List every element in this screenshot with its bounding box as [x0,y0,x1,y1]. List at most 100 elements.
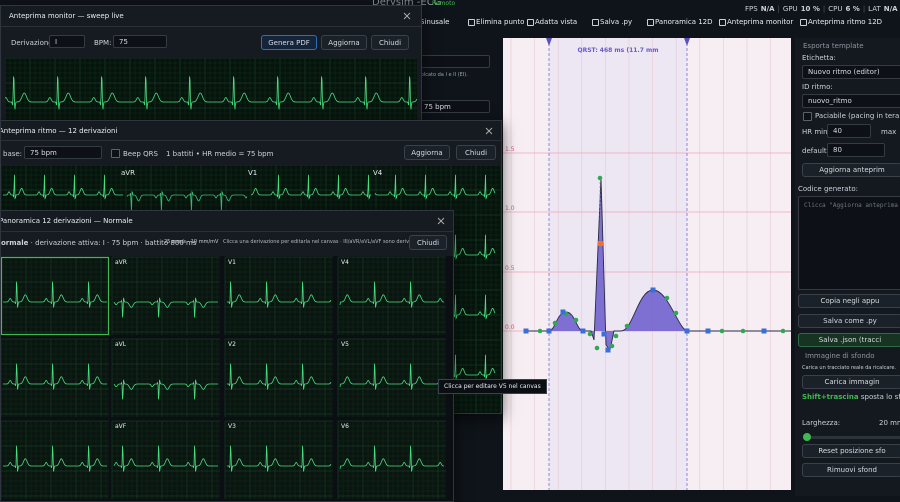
control-point [587,331,593,337]
lead-label: V2 [228,341,236,348]
ecg-trace [5,76,417,110]
ecg-trace [3,174,123,200]
caption: default [802,147,827,155]
ecg-trace [113,297,218,318]
toolbar-button[interactable]: Sinusale [420,18,450,26]
pacing-label: Paciabile (pacing in terapia) [815,112,900,120]
label: Rimuovi sfond [827,466,877,474]
summary: 1 battiti • HR medio = 75 bpm [166,150,274,158]
bpm-input[interactable]: 75 bpm [418,100,490,113]
anchor-point [560,309,566,315]
lead-label: aVL [115,341,127,348]
ecg-trace [113,445,218,472]
export-panel: Esporta template Etichetta: Nuovo ritmo … [795,38,900,496]
hint: Carica un tracciato reale da ricalcare. [802,365,897,371]
copy-button[interactable]: Copia negli appu [798,294,900,308]
lead-label: V1 [248,169,257,177]
hr-min-input[interactable]: 40 [827,124,871,138]
lead-select[interactable]: I [49,35,85,48]
ecg-trace [126,190,248,214]
editor-canvas[interactable]: 1.5 1.0 0.5 0.0 QRST: 468 ms (11.7 mm [503,38,791,490]
default-input[interactable]: 80 [827,143,885,157]
anchor-point [705,328,711,334]
control-point [594,345,600,351]
code-area[interactable]: Clicca "Aggiorna anteprima [798,196,900,290]
close-button[interactable]: Chiudi [456,145,496,160]
toolbar-button[interactable]: Anteprima monitor [727,18,794,26]
ecg-trace [250,174,372,200]
divider [1,231,453,232]
anchor-point [546,328,552,334]
gpu-label: GPU [782,5,798,13]
lead-label: aVF [115,423,127,430]
lat-label: LAT [868,5,881,13]
bpm-value: 75 bpm [424,102,451,111]
update-button[interactable]: Aggiorna [404,145,450,160]
remove-button[interactable]: Rimuovi sfond [802,463,900,477]
checkbox[interactable] [803,112,812,121]
control-point [552,320,558,326]
value: Nuovo ritmo (editor) [808,68,880,76]
y-label: 0.0 [505,324,515,331]
close-button[interactable]: Chiudi [409,235,447,250]
label: Reset posizione sfo [818,447,886,455]
pdf-button[interactable]: Genera PDF [261,35,317,50]
value: I [55,37,58,46]
label: Chiudi [416,238,440,247]
lead-label: V4 [341,259,349,266]
toolbar-icon [468,19,475,26]
y-label: 1.5 [505,146,515,153]
label-input[interactable]: Nuovo ritmo (editor) [802,65,900,79]
gpu: 10 % [800,5,820,13]
app-subtitle: Remoto [432,0,456,7]
lat: N/A [883,5,898,13]
id-input[interactable]: nuovo_ritmo [802,94,900,108]
bpm-input[interactable]: 75 [113,35,167,48]
fps-label: FPS [745,5,758,13]
lead-select[interactable] [418,55,490,68]
reset-button[interactable]: Reset posizione sfo [802,444,900,458]
toolbar-button[interactable]: Elimina punto [476,18,525,26]
anchor-point [650,287,656,293]
update-button[interactable]: Aggiorna anteprim [802,163,900,177]
close-icon[interactable] [403,12,411,20]
close-icon[interactable] [485,127,493,135]
bpm-input[interactable]: 75 bpm [24,146,102,159]
checkbox[interactable] [111,149,120,158]
close-button[interactable]: Chiudi [371,35,409,50]
toolbar-button[interactable]: Salva .py [600,18,633,26]
value: 75 bpm [30,148,57,157]
label: Genera PDF [268,38,310,47]
toolbar-button[interactable]: Anteprima ritmo 12D [808,18,883,26]
monitor-strip [5,58,417,126]
caption: Codice generato: [798,185,858,193]
overview-grid: aVR V1 V4 aVL V2 V5 aVF V3 V6 [1,256,453,501]
heading: Immagine di sfondo [805,352,875,360]
window-title: Panoramica 12 derivazioni — Normale [0,217,133,225]
anchor-point [523,328,529,334]
slider-thumb[interactable] [803,433,811,441]
y-label: 1.0 [505,205,515,212]
monitor-window: Anteprima monitor — sweep live Derivazio… [0,5,422,127]
update-button[interactable]: Aggiorna [321,35,367,50]
close-icon[interactable] [437,217,445,225]
save-json-button[interactable]: Salva .json (tracci [798,333,900,347]
ecg-trace [3,281,107,308]
sep: | [822,5,826,13]
caption: HR min [802,128,828,136]
selected-lead [1,256,110,336]
control-point [597,175,603,181]
ecg-trace [113,379,218,400]
load-button[interactable]: Carica immagin [802,375,900,389]
status-line: ormale · derivazione attiva: I · 75 bpm … [1,239,196,247]
window-shade [549,38,687,490]
divider [1,26,421,27]
toolbar-button[interactable]: Panoramica 12D [655,18,713,26]
toolbar-icon [647,19,654,26]
save-py-button[interactable]: Salva come .py [798,314,900,328]
toolbar-button[interactable]: Adatta vista [535,18,578,26]
slider[interactable] [803,436,900,439]
anchor-point [601,331,607,337]
